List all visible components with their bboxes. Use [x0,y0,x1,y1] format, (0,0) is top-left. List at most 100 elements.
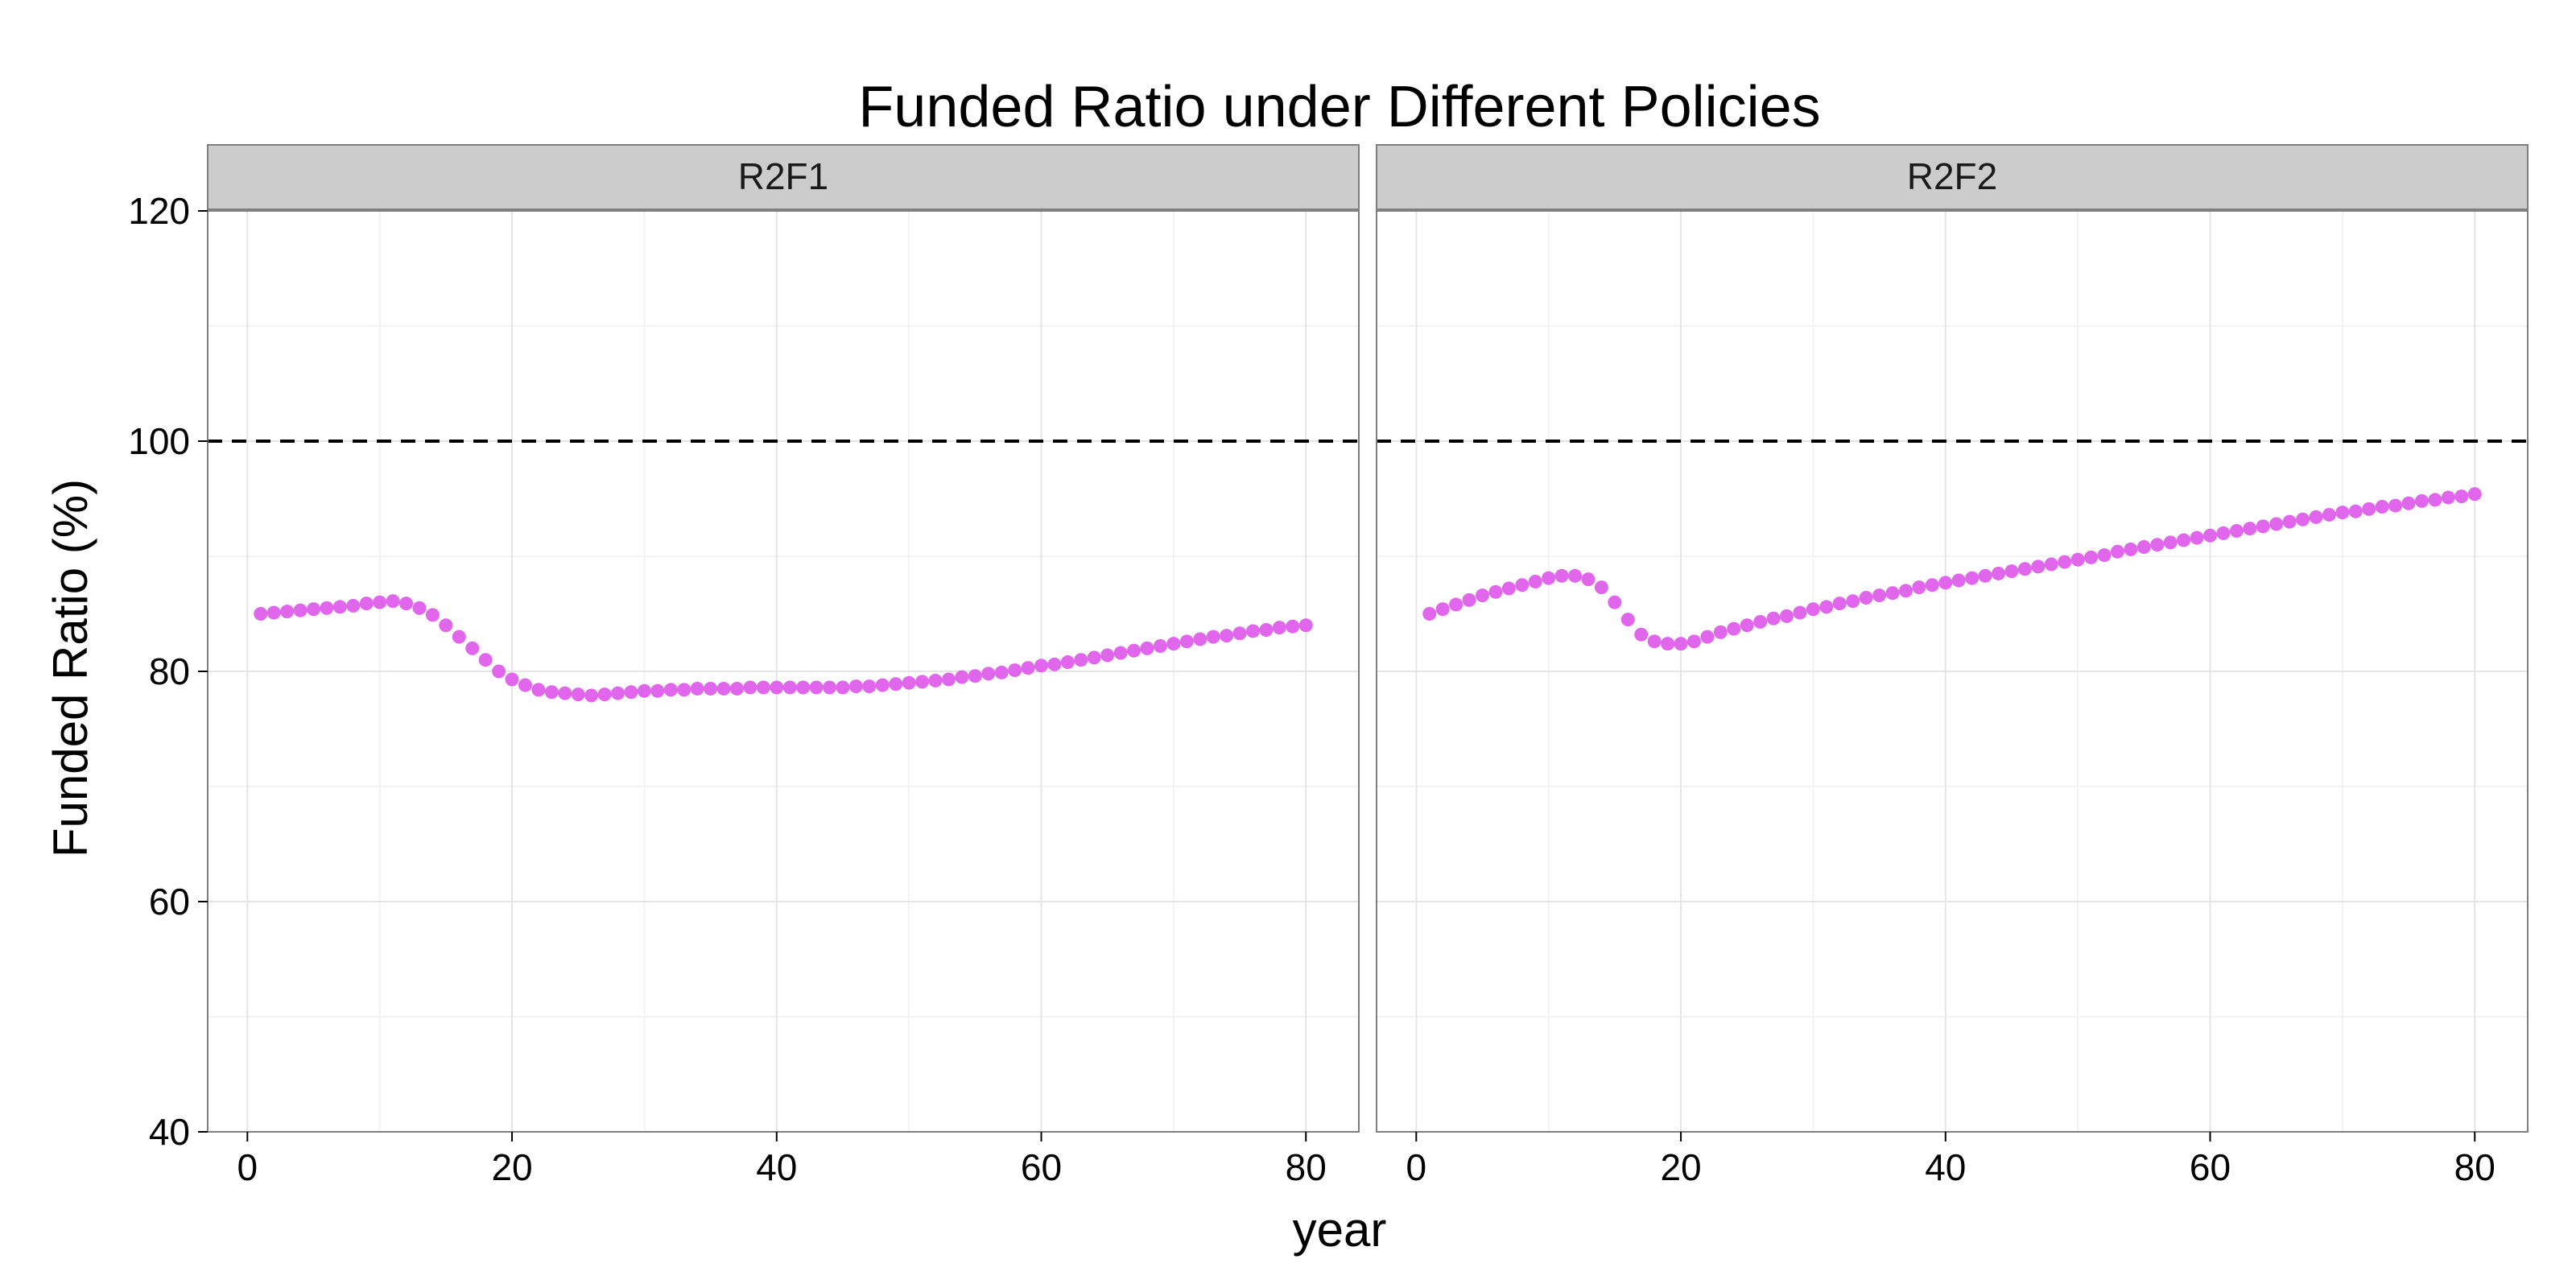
data-point [1859,590,1873,605]
data-point [1528,574,1542,588]
x-tick-label: 80 [1286,1146,1327,1188]
data-point [254,607,268,621]
data-point [1422,607,1437,621]
y-tick-label: 40 [149,1111,190,1153]
data-point [2467,487,2482,502]
series-points [254,594,1313,703]
data-point [2348,504,2363,518]
data-point [650,683,665,698]
data-point [1753,615,1768,630]
chart-title: Funded Ratio under Different Policies [858,75,1820,139]
data-point [1220,629,1234,643]
data-point [1912,580,1926,595]
data-point [320,601,334,615]
x-tick-label: 0 [1406,1146,1427,1188]
data-point [306,602,320,617]
data-point [346,598,361,613]
data-point [1259,623,1274,638]
data-point [1713,625,1728,639]
data-point [399,597,414,611]
data-point [823,680,837,695]
panel-border [1376,210,2529,1133]
data-point [836,680,850,695]
data-point [955,670,969,684]
data-point [2375,500,2389,514]
data-point [729,681,744,696]
data-point [1661,637,1675,651]
data-point [1992,566,2006,580]
data-point [968,669,982,683]
data-point [1179,634,1194,649]
data-point [2296,512,2310,526]
data-point [637,683,651,698]
data-point [505,672,519,687]
data-point [2216,526,2231,540]
data-point [704,681,718,696]
data-point [2058,555,2072,569]
data-point [2243,522,2257,536]
data-point [875,678,890,692]
data-point [994,665,1009,679]
data-point [1885,586,1900,601]
data-point [1766,611,1781,625]
data-point [2097,548,2112,563]
data-point [2269,517,2284,531]
data-point [1193,632,1208,646]
data-point [889,677,903,691]
data-point [1435,602,1450,617]
data-point [558,686,572,700]
data-point [1965,571,1979,585]
data-point [2124,542,2138,556]
panel-r2f2: R2F2 [1376,144,2529,1133]
x-tick-label: 60 [2190,1146,2231,1188]
strip-background [1376,144,2529,210]
data-point [2229,524,2244,539]
y-tick-label: 100 [128,420,190,462]
data-point [478,653,493,667]
x-axis-r2f2: 0 20 40 60 80 [1406,1132,2496,1188]
data-point [2163,535,2178,550]
data-point [2017,562,2032,576]
data-point [1153,639,1167,654]
data-point [1581,572,1596,587]
data-point [848,679,863,694]
data-point [531,683,546,697]
data-point [770,680,784,695]
data-point [1501,581,1516,596]
data-point [1554,568,1569,583]
data-point [2203,528,2218,543]
data-point [624,685,638,700]
strip-label: R2F2 [1907,155,1997,197]
data-point [1806,602,1820,617]
data-point [1074,653,1088,667]
data-point [928,673,943,687]
data-point [2190,530,2204,545]
x-tick-label: 20 [1660,1146,1701,1188]
data-point [1620,613,1635,627]
x-tick-label: 0 [237,1146,258,1188]
data-point [584,688,599,703]
data-point [1608,595,1622,609]
data-point [756,680,770,695]
data-point [1594,580,1608,595]
data-point [677,683,691,697]
data-point [1286,619,1300,634]
data-point [2150,538,2165,552]
data-point [1951,573,1966,588]
data-point [359,597,374,611]
data-point [571,687,585,702]
data-point [2004,564,2019,579]
data-point [2441,490,2455,505]
data-point [1140,641,1154,655]
data-point [2428,493,2442,507]
x-tick-label: 60 [1021,1146,1062,1188]
data-point [1034,658,1049,673]
data-point [1100,648,1115,663]
data-point [1060,655,1075,670]
data-point [1232,626,1247,641]
data-point [1674,637,1688,651]
data-point [1475,588,1489,603]
data-point [2388,498,2403,513]
data-point [425,608,440,622]
